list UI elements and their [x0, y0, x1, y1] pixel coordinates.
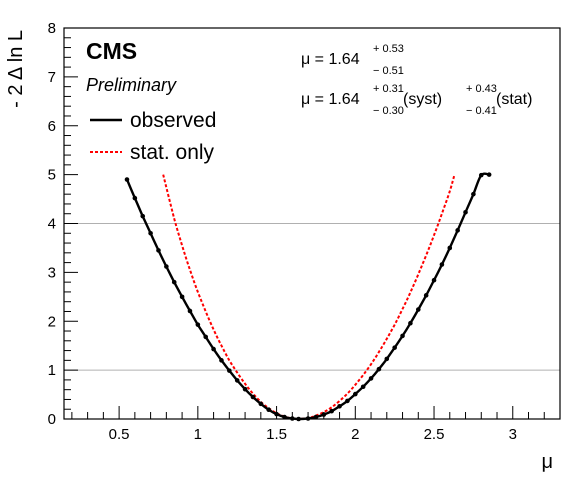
data-point-observed	[258, 401, 264, 407]
data-point-observed	[329, 408, 334, 414]
data-point-observed	[203, 334, 209, 340]
y-tick-label: 2	[48, 313, 56, 330]
data-point-observed	[234, 378, 240, 383]
y-tick-label: 3	[48, 264, 56, 281]
y-tick-label: 6	[48, 118, 56, 135]
legend: observed stat. only	[90, 109, 216, 164]
x-tick-label: 2.5	[424, 426, 445, 443]
data-point-observed	[195, 322, 201, 327]
data-point-observed	[140, 213, 146, 219]
data-point-observed	[345, 398, 350, 404]
result-stat-label: (stat)	[496, 91, 532, 108]
x-tick-label: 3	[509, 426, 517, 443]
status-label: Preliminary	[86, 75, 177, 95]
y-tick-label: 4	[48, 216, 56, 233]
series-curves	[124, 172, 492, 422]
data-point-observed	[337, 403, 342, 409]
data-point-observed	[384, 356, 390, 362]
result-syst-label: (syst)	[403, 91, 442, 108]
data-point-observed	[431, 277, 437, 283]
data-point-observed	[471, 191, 476, 197]
data-point-observed	[447, 245, 453, 251]
data-point-observed	[124, 177, 130, 182]
result-total-up: + 0.53	[373, 43, 404, 55]
data-point-observed	[282, 414, 287, 420]
legend-label-observed: observed	[130, 109, 216, 132]
data-point-observed	[156, 248, 161, 253]
data-point-observed	[219, 358, 224, 363]
data-point-observed	[360, 384, 366, 390]
data-point-observed	[266, 407, 271, 413]
data-point-observed	[187, 308, 193, 314]
x-axis-ticks: 0.5 1 1.5 2 2.5 3	[71, 406, 561, 443]
result-breakdown: μ = 1.64 + 0.31 − 0.30 (syst) + 0.43 − 0…	[301, 83, 532, 117]
y-tick-label: 7	[48, 69, 56, 86]
data-point-observed	[227, 368, 232, 373]
data-point-observed	[313, 414, 319, 420]
y-axis-title: - 2 Δ ln L	[5, 30, 27, 108]
data-point-observed	[368, 376, 374, 381]
data-point-observed	[148, 230, 153, 236]
y-tick-label: 8	[48, 20, 56, 37]
data-point-observed	[242, 386, 248, 392]
result-total-central: μ = 1.64	[301, 51, 360, 68]
result-syst-up: + 0.31	[373, 83, 404, 95]
data-point-observed	[478, 172, 484, 178]
result-syst-down: − 0.30	[373, 105, 404, 117]
x-tick-label: 1.5	[266, 426, 287, 443]
reference-lines	[64, 223, 560, 371]
result-stat-up: + 0.43	[466, 83, 497, 95]
data-point-observed	[400, 333, 405, 339]
result-breakdown-central: μ = 1.64	[301, 91, 360, 108]
series-line-stat-only	[162, 174, 456, 421]
experiment-label: CMS	[86, 38, 137, 64]
data-point-observed	[455, 228, 460, 233]
x-tick-label: 1	[194, 426, 202, 443]
data-point-observed	[392, 345, 397, 350]
data-point-observed	[211, 346, 216, 352]
legend-label-stat-only: stat. only	[130, 141, 215, 164]
data-point-observed	[408, 320, 413, 326]
data-point-observed	[171, 279, 177, 285]
data-point-observed	[164, 264, 169, 269]
x-tick-label: 2	[351, 426, 359, 443]
data-point-observed	[439, 262, 445, 267]
data-point-observed	[463, 209, 468, 215]
y-tick-label: 0	[48, 411, 56, 428]
y-tick-label: 5	[48, 167, 56, 184]
result-total: μ = 1.64 + 0.53 − 0.51	[301, 43, 404, 77]
result-total-down: − 0.51	[373, 65, 404, 77]
y-axis-ticks: 0 1 2 3 4 5 6 7 8	[48, 20, 78, 428]
data-point-observed	[415, 307, 421, 312]
x-axis-title: μ	[541, 451, 553, 473]
x-tick-label: 0.5	[109, 426, 130, 443]
data-point-observed	[132, 195, 138, 201]
data-point-observed	[250, 394, 256, 400]
data-point-observed	[486, 172, 492, 177]
y-tick-label: 1	[48, 362, 56, 379]
data-point-observed	[423, 293, 429, 298]
result-stat-down: − 0.41	[466, 105, 497, 117]
data-point-observed	[179, 294, 185, 300]
data-point-observed	[376, 366, 382, 372]
data-point-observed	[353, 391, 358, 397]
